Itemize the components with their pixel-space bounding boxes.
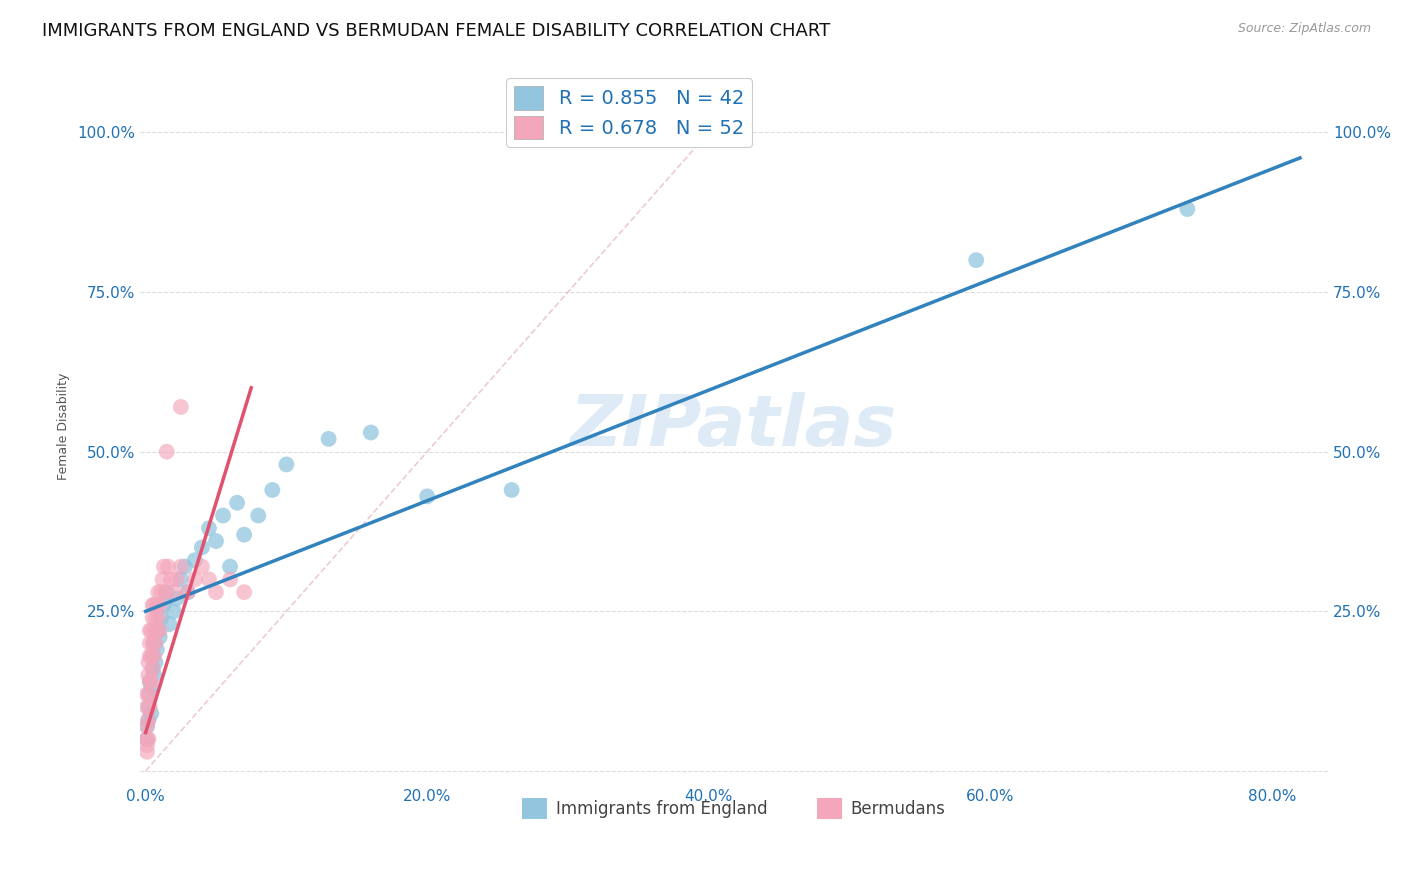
Point <box>149 630 172 644</box>
Point <box>166 573 188 587</box>
Point <box>170 573 193 587</box>
Point <box>318 432 340 446</box>
Point <box>965 253 987 268</box>
Point <box>149 624 172 638</box>
Point <box>142 662 165 676</box>
Point <box>163 585 186 599</box>
Point <box>198 573 221 587</box>
Point <box>170 559 193 574</box>
Point <box>184 553 207 567</box>
Point <box>138 700 160 714</box>
Point <box>143 668 166 682</box>
Point <box>143 598 166 612</box>
Point <box>184 573 207 587</box>
Point <box>139 700 162 714</box>
Point <box>1175 202 1198 216</box>
Point <box>146 624 169 638</box>
Point <box>233 585 256 599</box>
Y-axis label: Female Disability: Female Disability <box>58 373 70 480</box>
Point <box>205 585 228 599</box>
Point <box>150 610 173 624</box>
Point <box>136 719 159 733</box>
Text: Source: ZipAtlas.com: Source: ZipAtlas.com <box>1237 22 1371 36</box>
Point <box>174 559 197 574</box>
Point <box>143 648 166 663</box>
Point <box>177 585 200 599</box>
Point <box>138 713 160 727</box>
Point <box>136 719 159 733</box>
Text: IMMIGRANTS FROM ENGLAND VS BERMUDAN FEMALE DISABILITY CORRELATION CHART: IMMIGRANTS FROM ENGLAND VS BERMUDAN FEMA… <box>42 22 831 40</box>
Text: ZIPatlas: ZIPatlas <box>571 392 898 460</box>
Point <box>148 624 170 638</box>
Point <box>212 508 235 523</box>
Point <box>138 687 160 701</box>
Point <box>219 559 242 574</box>
Point <box>146 642 169 657</box>
Point <box>276 458 298 472</box>
Point <box>155 585 177 599</box>
Legend: Immigrants from England, Bermudans: Immigrants from England, Bermudans <box>516 792 952 825</box>
Point <box>150 585 173 599</box>
Point <box>163 604 186 618</box>
Point <box>153 598 176 612</box>
Point <box>416 489 439 503</box>
Point <box>136 732 159 747</box>
Point <box>177 585 200 599</box>
Point <box>142 598 165 612</box>
Point <box>153 559 176 574</box>
Point <box>139 687 162 701</box>
Point <box>138 668 160 682</box>
Point <box>139 624 162 638</box>
Point <box>142 662 165 676</box>
Point <box>141 681 163 695</box>
Point <box>159 617 181 632</box>
Point <box>146 598 169 612</box>
Point <box>139 636 162 650</box>
Point <box>170 400 193 414</box>
Point <box>136 745 159 759</box>
Point <box>166 591 188 606</box>
Point <box>136 739 159 753</box>
Point <box>138 732 160 747</box>
Point <box>145 656 167 670</box>
Point <box>138 713 160 727</box>
Point <box>139 648 162 663</box>
Point <box>143 624 166 638</box>
Point <box>157 559 180 574</box>
Point <box>143 636 166 650</box>
Point <box>136 700 159 714</box>
Point <box>156 444 179 458</box>
Point <box>136 732 159 747</box>
Point <box>142 636 165 650</box>
Point <box>142 610 165 624</box>
Point <box>148 585 170 599</box>
Point <box>139 674 162 689</box>
Point <box>141 674 163 689</box>
Point <box>152 573 174 587</box>
Point <box>136 687 159 701</box>
Point <box>501 483 523 497</box>
Point <box>198 521 221 535</box>
Point <box>142 648 165 663</box>
Point <box>145 610 167 624</box>
Point <box>139 674 162 689</box>
Point <box>141 706 163 721</box>
Point <box>138 656 160 670</box>
Point <box>360 425 382 440</box>
Point <box>156 585 179 599</box>
Point <box>141 648 163 663</box>
Point <box>219 573 242 587</box>
Point <box>191 559 214 574</box>
Point <box>145 636 167 650</box>
Point <box>160 573 183 587</box>
Point <box>205 534 228 549</box>
Point <box>141 624 163 638</box>
Point <box>262 483 284 497</box>
Point <box>191 541 214 555</box>
Point <box>226 496 249 510</box>
Point <box>233 527 256 541</box>
Point <box>247 508 270 523</box>
Point <box>149 598 172 612</box>
Point <box>148 610 170 624</box>
